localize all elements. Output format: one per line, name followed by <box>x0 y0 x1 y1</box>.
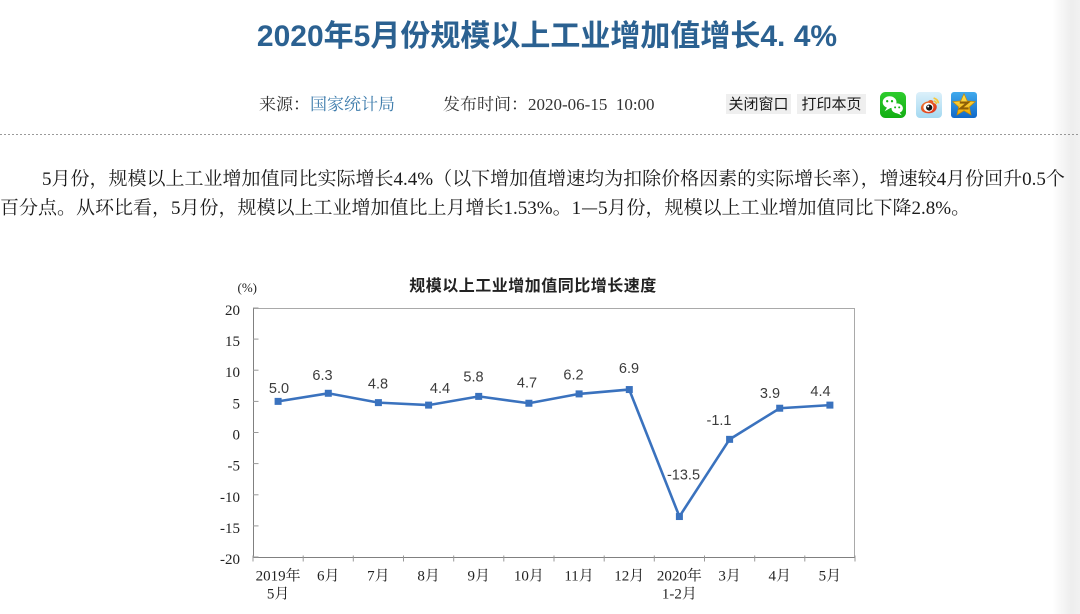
svg-text:-13.5: -13.5 <box>667 468 700 484</box>
svg-text:6月: 6月 <box>317 565 340 586</box>
svg-text:12月: 12月 <box>614 565 644 586</box>
svg-text:6.3: 6.3 <box>312 368 332 384</box>
svg-text:5月: 5月 <box>267 583 290 604</box>
svg-text:8月: 8月 <box>417 565 440 586</box>
svg-text:-1.1: -1.1 <box>707 413 732 429</box>
svg-text:6.2: 6.2 <box>563 368 583 384</box>
svg-text:7月: 7月 <box>367 565 390 586</box>
svg-text:-10: -10 <box>220 490 240 506</box>
svg-text:3月: 3月 <box>718 565 741 586</box>
svg-text:-15: -15 <box>220 521 240 537</box>
svg-text:2020年: 2020年 <box>657 565 702 586</box>
svg-text:1-2月: 1-2月 <box>662 583 697 604</box>
svg-text:规模以上工业增加值同比增长速度: 规模以上工业增加值同比增长速度 <box>409 272 657 296</box>
svg-text:2019年: 2019年 <box>256 565 301 586</box>
svg-text:9月: 9月 <box>468 565 491 586</box>
svg-text:10: 10 <box>225 365 240 381</box>
svg-text:5.0: 5.0 <box>269 381 289 397</box>
svg-text:6.9: 6.9 <box>619 361 639 377</box>
svg-text:5月: 5月 <box>819 565 842 586</box>
svg-text:-20: -20 <box>220 552 240 568</box>
svg-text:4.7: 4.7 <box>517 376 537 392</box>
svg-text:5: 5 <box>233 396 241 412</box>
svg-text:4.4: 4.4 <box>810 384 830 400</box>
svg-text:(%): (%) <box>238 280 258 295</box>
svg-text:3.9: 3.9 <box>760 386 780 402</box>
svg-text:4月: 4月 <box>769 565 792 586</box>
svg-text:4.4: 4.4 <box>430 381 450 397</box>
svg-text:0: 0 <box>233 428 241 444</box>
svg-text:4.8: 4.8 <box>368 377 388 393</box>
svg-text:20: 20 <box>225 303 240 319</box>
svg-text:5.8: 5.8 <box>463 370 483 386</box>
svg-text:11月: 11月 <box>564 565 593 586</box>
svg-text:15: 15 <box>225 334 240 350</box>
svg-text:-5: -5 <box>228 459 241 475</box>
svg-text:10月: 10月 <box>514 565 544 586</box>
